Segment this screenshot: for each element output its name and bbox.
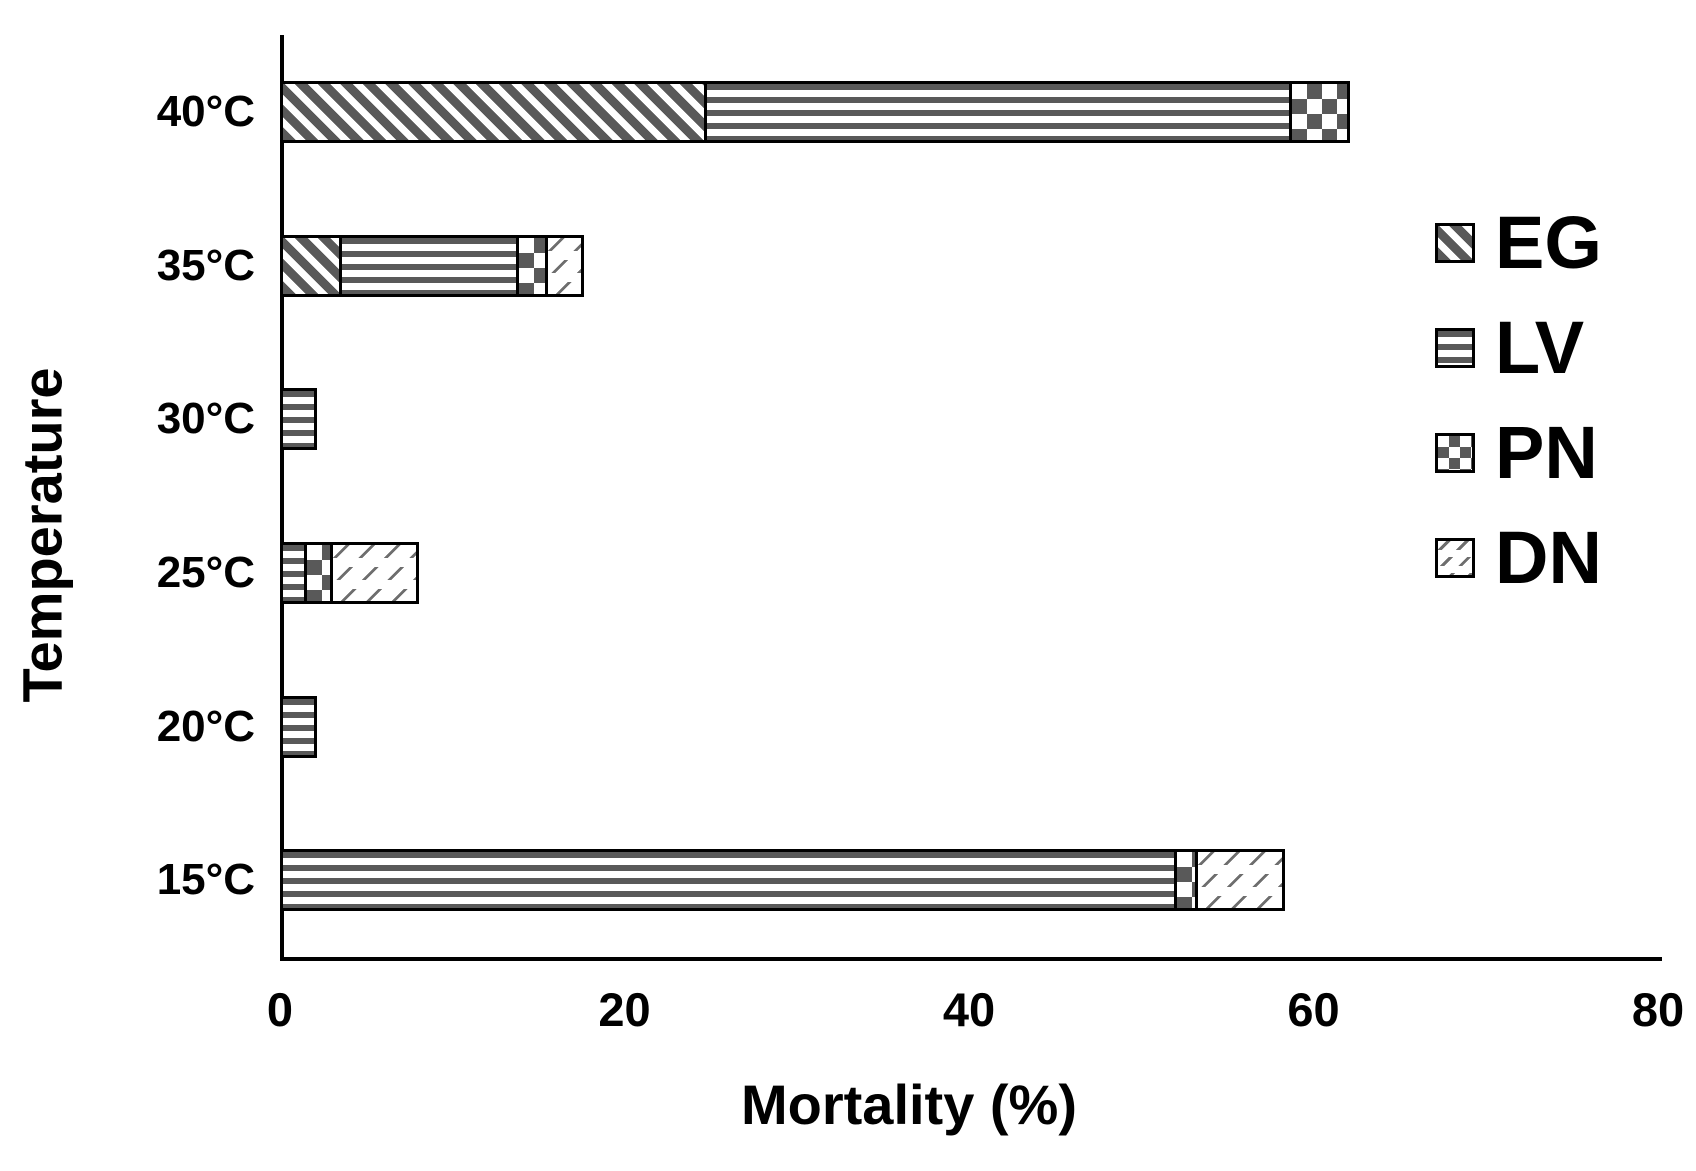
legend-item-lv: LV (1435, 295, 1602, 400)
bar-segment-eg-35c (280, 234, 345, 297)
legend-label-pn: PN (1495, 410, 1598, 494)
bar-segment-pn-40c (1289, 80, 1351, 143)
bar-segment-dn-25c (329, 541, 419, 604)
legend-swatch-dn-icon (1435, 537, 1475, 578)
x-tick-label-80: 80 (1631, 983, 1685, 1036)
bar-segment-lv-15c (280, 849, 1180, 912)
x-tick-label-0: 0 (266, 983, 294, 1036)
x-tick-label-60: 60 (1287, 983, 1340, 1036)
y-tick-label-30c: 30°C (156, 394, 255, 444)
bar-segment-lv-30c (280, 388, 317, 451)
legend-swatch-eg-icon (1435, 222, 1475, 263)
legend-label-eg: EG (1495, 200, 1602, 284)
y-tick-label-40c: 40°C (156, 86, 255, 136)
y-tick-label-25c: 25°C (156, 547, 255, 597)
bar-segment-lv-20c (280, 695, 317, 758)
legend-item-dn: DN (1435, 505, 1602, 610)
legend-swatch-pn-icon (1435, 432, 1475, 473)
legend: EG LV PN DN (1435, 190, 1602, 610)
plot-area (280, 35, 1662, 961)
x-tick-label-20: 20 (598, 983, 651, 1036)
bar-segment-lv-35c (338, 234, 522, 297)
x-axis-title: Mortality (%) (741, 1073, 1077, 1136)
legend-swatch-lv-icon (1435, 327, 1475, 368)
y-tick-label-20c: 20°C (156, 701, 255, 751)
y-tick-label-15c: 15°C (156, 855, 255, 905)
legend-label-lv: LV (1495, 305, 1585, 389)
legend-item-pn: PN (1435, 400, 1602, 505)
bar-segment-dn-15c (1194, 849, 1286, 912)
bar-segment-eg-40c (280, 80, 710, 143)
y-tick-label-35c: 35°C (156, 240, 255, 290)
bar-segment-lv-40c (703, 80, 1296, 143)
bar-segment-dn-35c (545, 234, 584, 297)
x-tick-label-40: 40 (942, 983, 996, 1036)
legend-label-dn: DN (1495, 515, 1602, 599)
legend-item-eg: EG (1435, 190, 1602, 295)
